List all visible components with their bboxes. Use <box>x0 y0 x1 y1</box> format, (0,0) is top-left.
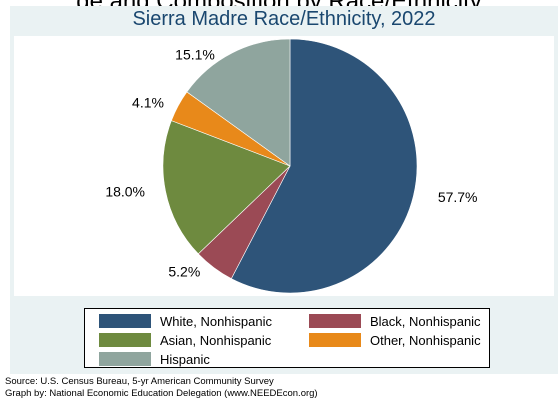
source-note: Source: U.S. Census Bureau, 5-yr America… <box>5 376 274 387</box>
slice-label: 57.7% <box>438 189 478 205</box>
legend-item: Other, Nonhispanic <box>309 332 481 348</box>
legend-swatch <box>309 333 361 347</box>
chart-title: Sierra Madre Race/Ethnicity, 2022 <box>132 8 436 30</box>
legend-item: White, Nonhispanic <box>99 313 272 329</box>
plot-area: 57.7% 5.2% 18.0% 4.1% 15.1% <box>14 36 554 296</box>
legend-label: Asian, Nonhispanic <box>160 332 272 348</box>
legend-swatch <box>99 352 151 366</box>
legend-label: White, Nonhispanic <box>160 313 272 329</box>
legend-swatch <box>99 333 151 347</box>
legend-label: Hispanic <box>160 351 210 367</box>
legend-swatch <box>309 314 361 328</box>
chart-panel: Sierra Madre Race/Ethnicity, 2022 57.7% 5… <box>10 6 558 298</box>
legend-item: Asian, Nonhispanic <box>99 332 271 348</box>
chart-notes: Source: U.S. Census Bureau, 5-yr America… <box>5 376 318 400</box>
slice-label: 18.0% <box>105 184 145 200</box>
slice-label: 4.1% <box>132 95 164 111</box>
legend-label: Black, Nonhispanic <box>370 313 481 329</box>
legend-label: Other, Nonhispanic <box>370 332 481 348</box>
legend-swatch <box>99 314 151 328</box>
graph-by-note: Graph by: National Economic Education De… <box>5 388 318 399</box>
legend-item: Black, Nonhispanic <box>309 313 481 329</box>
pie-slice-hispanic <box>186 38 291 167</box>
slice-label: 5.2% <box>168 264 200 280</box>
legend: White, Nonhispanic Black, Nonhispanic Asia… <box>84 308 490 368</box>
legend-area: White, Nonhispanic Black, Nonhispanic Asia… <box>10 298 558 374</box>
slice-label: 15.1% <box>175 47 215 63</box>
pie-slice-white-nonhispanic <box>230 38 418 294</box>
legend-item: Hispanic <box>99 351 210 367</box>
pie-chart: 57.7% 5.2% 18.0% 4.1% 15.1% <box>105 38 478 294</box>
